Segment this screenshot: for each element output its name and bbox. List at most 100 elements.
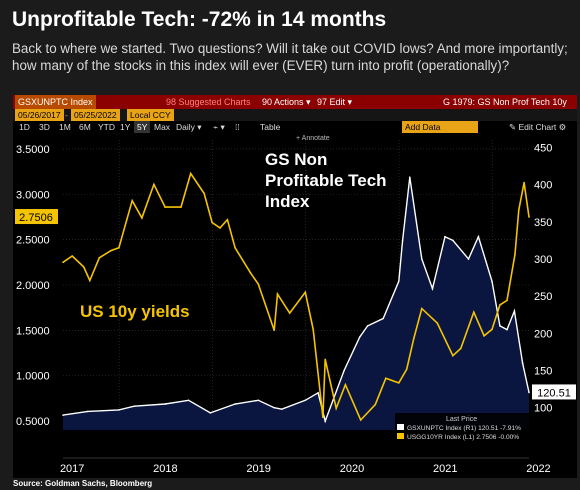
left-axis-tick-label: 1.5000: [16, 325, 50, 337]
ticker-field[interactable]: GSXUNPTC Index: [15, 95, 96, 109]
index-point: [506, 328, 508, 331]
yield-point: [276, 293, 279, 295]
index-point: [528, 391, 530, 394]
index-point: [209, 412, 212, 414]
left-axis-tick-label: 2.5000: [16, 235, 50, 247]
index-point: [431, 287, 434, 290]
x-axis-tick-label: 2019: [246, 463, 270, 475]
left-axis-tick-label: 1.0000: [16, 371, 50, 383]
yield-point: [226, 218, 229, 221]
edit-chart-button[interactable]: ✎ Edit Chart ⚙: [509, 122, 567, 132]
index-point: [408, 176, 411, 178]
period-5y[interactable]: 5Y: [134, 121, 151, 133]
index-point: [324, 420, 327, 422]
source-note: Source: Goldman Sachs, Bloomberg: [13, 479, 153, 488]
right-axis-tick-label: 400: [534, 180, 552, 192]
add-data-field[interactable]: Add Data: [402, 121, 478, 133]
index-point: [521, 362, 524, 364]
bloomberg-terminal: GSXUNPTC Index 98 Suggested Charts 90 Ac…: [13, 95, 577, 478]
yield-last-price-box: [15, 209, 58, 225]
yield-point: [405, 368, 408, 371]
dual-axis-line-chart: 3.5000 3.0000 2.5000 2.0000 1.5000 1.0000 0.50…: [15, 135, 576, 475]
suggested-charts-button[interactable]: 98 Suggested Charts: [166, 97, 251, 107]
yield-point: [219, 227, 221, 229]
index-point: [281, 408, 283, 410]
yield-point: [110, 249, 112, 252]
yield-point: [164, 206, 166, 208]
yield-point: [397, 382, 400, 384]
right-axis-tick-label: 100: [534, 403, 552, 415]
yield-point: [189, 172, 192, 175]
right-axis-tick-label: 200: [534, 328, 552, 340]
index-point: [164, 403, 166, 405]
yield-point: [82, 266, 85, 268]
period-bar: 1D 3D 1M 6M YTD 1Y 5Y Max Daily ▾ ⌁ ▾ ⁞⁞…: [13, 121, 577, 133]
legend-swatch: [397, 424, 404, 430]
frequency-select[interactable]: Daily ▾: [176, 122, 202, 132]
yield-point: [141, 217, 143, 219]
index-point: [257, 399, 260, 402]
index-point: [187, 399, 190, 402]
date-to-field[interactable]: 05/25/2022: [71, 109, 120, 121]
yield-point: [257, 283, 260, 285]
yield-point: [304, 291, 307, 294]
period-6m[interactable]: 6M: [79, 122, 91, 132]
period-max[interactable]: Max: [154, 122, 171, 132]
annotate-button[interactable]: + Annotate: [296, 135, 330, 142]
yield-point: [131, 199, 133, 202]
line-chart-icon[interactable]: ⌁ ▾: [213, 122, 225, 132]
yield-point: [460, 347, 462, 350]
right-axis-tick-label: 450: [534, 142, 552, 154]
index-point: [382, 317, 384, 320]
yield-point: [436, 322, 439, 324]
yield-point: [491, 328, 493, 331]
index-point: [467, 258, 470, 260]
page-subtitle: Back to where we started. Two questions?…: [12, 41, 568, 73]
date-from-field[interactable]: 05/26/2017: [15, 109, 64, 121]
index-point: [397, 280, 400, 283]
yield-point: [98, 257, 101, 259]
date-range-bar: 05/26/2017 - 05/25/2022 Local CCY: [13, 109, 577, 121]
index-point: [133, 405, 136, 408]
yield-point: [126, 218, 128, 221]
x-axis-tick-label: 2018: [153, 463, 177, 475]
yield-point: [374, 403, 377, 406]
yield-point: [62, 261, 64, 264]
index-point: [118, 409, 120, 411]
index-point: [343, 369, 345, 372]
index-point: [401, 239, 404, 242]
yield-point: [211, 221, 213, 224]
yield-point: [249, 272, 252, 275]
yield-point: [203, 192, 206, 195]
yield-point: [322, 416, 324, 419]
index-last-price-label: 120.51: [537, 387, 571, 399]
left-axis-tick-label: 3.0000: [16, 189, 50, 201]
period-1d[interactable]: 1D: [19, 122, 30, 132]
x-axis-tick-label: 2017: [60, 463, 84, 475]
yield-point: [335, 407, 338, 410]
legend-entry: GSXUNPTC Index (R1) 120.51 -7.91%: [407, 425, 521, 432]
more-icon[interactable]: ⁞⁞: [235, 122, 240, 132]
index-point: [452, 239, 454, 242]
edit-menu[interactable]: 97 Edit ▾: [317, 97, 353, 107]
index-last-price-box: [532, 384, 576, 400]
index-area: [63, 177, 529, 430]
index-point: [444, 235, 446, 238]
index-point: [491, 280, 493, 283]
period-ytd[interactable]: YTD: [98, 122, 115, 132]
legend-header: Last Price: [446, 416, 477, 423]
table-button[interactable]: Table: [260, 122, 281, 132]
currency-select[interactable]: Local CCY: [127, 109, 174, 121]
left-axis-tick-label: 2.0000: [16, 280, 50, 292]
yield-point: [359, 419, 362, 421]
yield-point: [324, 358, 327, 361]
yield-point: [506, 299, 508, 302]
index-point: [420, 258, 423, 260]
yield-point: [499, 304, 501, 306]
yield-point: [153, 183, 155, 186]
period-1m[interactable]: 1M: [59, 122, 71, 132]
actions-menu[interactable]: 90 Actions ▾: [262, 97, 311, 107]
yield-point: [118, 247, 120, 249]
period-1y[interactable]: 1Y: [120, 122, 131, 132]
period-3d[interactable]: 3D: [39, 122, 50, 132]
